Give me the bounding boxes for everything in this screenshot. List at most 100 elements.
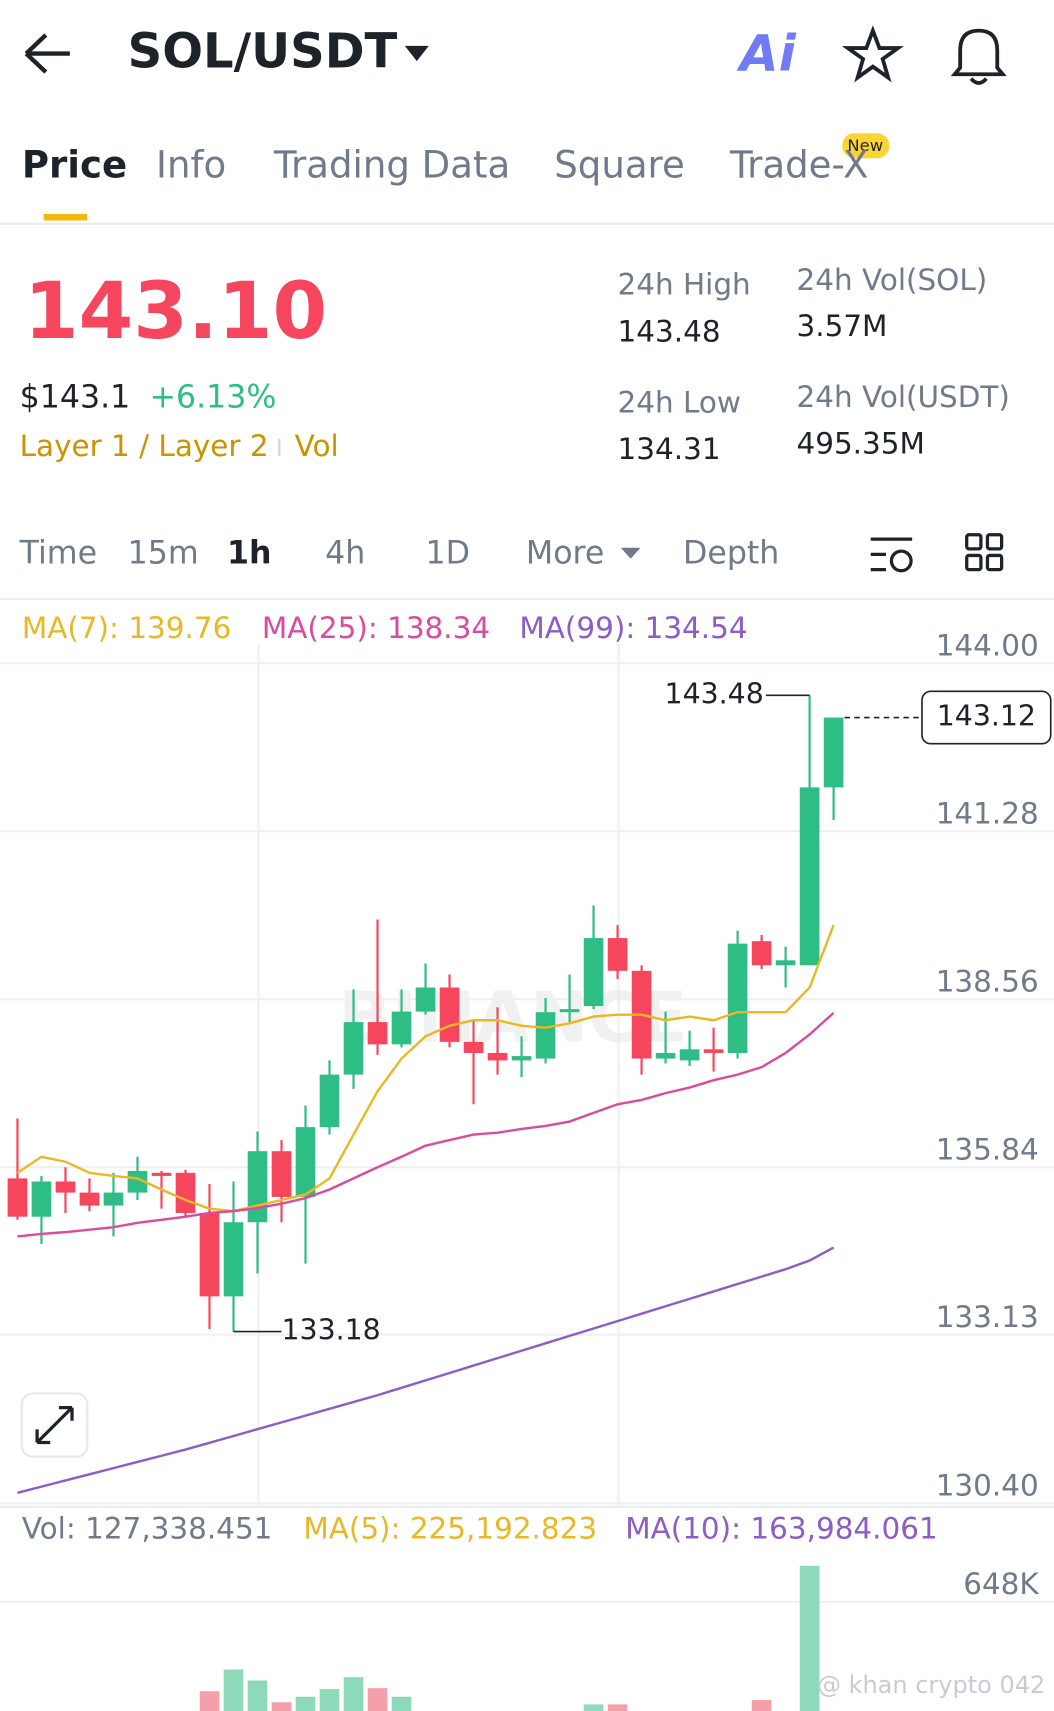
stat-label: 24h Vol(SOL): [797, 263, 988, 297]
legend-entry: MA(7): 139.76: [22, 611, 232, 645]
candle-body: [823, 717, 844, 788]
candle-body: [295, 1127, 316, 1197]
volume-bar: [199, 1691, 220, 1711]
last-price-box: [921, 690, 1052, 745]
volume-legend: Vol: 127,338.451: [22, 1511, 273, 1545]
candle-body: [367, 1022, 388, 1045]
tag[interactable]: Layer 1 / Layer 2: [20, 429, 269, 463]
new-badge-bg: [842, 133, 890, 159]
candle-body: [439, 987, 460, 1042]
active-tab-indicator: [43, 213, 88, 221]
candlestick-chart: BINANCE 144.00141.28138.56135.84133.1313…: [0, 611, 1054, 1506]
header: SOL/USDT Ai: [24, 23, 1007, 85]
volume-legend: MA(10): 163,984.061: [625, 1511, 938, 1545]
tab[interactable]: Trading Data: [273, 144, 510, 187]
candle-body: [271, 1151, 292, 1197]
last-price-label: 143.12: [937, 700, 1036, 733]
ma-line: [16, 924, 835, 1213]
new-badge: New: [847, 136, 883, 155]
pair-dropdown[interactable]: [404, 45, 429, 62]
interval[interactable]: 1h: [227, 535, 272, 571]
volume-bar: [295, 1696, 316, 1711]
stat-value: 3.57M: [797, 309, 888, 343]
interval[interactable]: Depth: [683, 535, 779, 571]
candle-body: [751, 941, 772, 966]
more-dropdown[interactable]: [620, 547, 641, 559]
tag[interactable]: Vol: [295, 429, 339, 463]
candle-body: [583, 938, 604, 1007]
y-tick-label: 141.28: [936, 796, 1039, 830]
volume-bar: [367, 1688, 388, 1711]
indicator-settings[interactable]: [870, 537, 913, 573]
favorite-button[interactable]: [841, 25, 904, 83]
y-tick-label: 133.13: [936, 1300, 1039, 1334]
candle-body: [247, 1151, 268, 1223]
expand-button[interactable]: [20, 1392, 89, 1458]
candle-body: [775, 960, 796, 966]
candle-body: [7, 1178, 28, 1217]
candle-body: [127, 1170, 148, 1193]
pair-title[interactable]: SOL/USDT: [128, 24, 398, 80]
candle-body: [487, 1052, 508, 1061]
tab[interactable]: Info: [156, 144, 226, 187]
interval[interactable]: Time: [19, 535, 97, 571]
usd-price: $143.1: [20, 379, 131, 415]
stat-label: 24h Low: [618, 385, 741, 419]
candle-body: [175, 1172, 196, 1213]
alert-button[interactable]: [950, 28, 1007, 85]
volume-bar: [751, 1700, 772, 1711]
layout-button[interactable]: [965, 533, 1004, 572]
candle-body: [319, 1074, 340, 1128]
tab[interactable]: Square: [554, 144, 685, 187]
volume-bar: [607, 1704, 628, 1711]
legend-entry: MA(99): 134.54: [519, 611, 747, 645]
y-tick-label: 648K: [963, 1567, 1039, 1601]
candle-body: [391, 1011, 412, 1045]
volume-bar: [223, 1669, 244, 1711]
volume-bar: [343, 1677, 364, 1711]
candle-body: [415, 987, 436, 1012]
candle-body: [151, 1172, 172, 1176]
volume-bar: [391, 1696, 412, 1711]
interval[interactable]: More: [526, 535, 604, 571]
candle-body: [727, 943, 748, 1053]
ma-line: [17, 1011, 835, 1238]
volume-pane: 648K Vol: 127,338.451 MA(5): 225,192.823 MA…: [0, 1505, 1054, 1711]
candle-body: [703, 1049, 724, 1053]
stat-value: 495.35M: [797, 427, 925, 461]
stat-label: 24h Vol(USDT): [797, 380, 1010, 414]
candle-body: [343, 1022, 364, 1075]
candle-body: [223, 1222, 244, 1297]
y-tick-label: 130.40: [936, 1468, 1039, 1502]
stat-label: 24h High: [618, 267, 751, 301]
stat-value: 134.31: [618, 432, 721, 466]
y-tick-label: 135.84: [936, 1132, 1039, 1166]
candle-body: [79, 1192, 100, 1206]
tab-bar: New Price Info Trading Data Square Trade-X: [0, 133, 1054, 225]
stat-value: 143.48: [618, 314, 721, 348]
candle-body: [55, 1181, 76, 1193]
candle-body: [607, 938, 628, 971]
tab[interactable]: Price: [22, 144, 127, 187]
volume-bar: [319, 1689, 340, 1711]
candle-body: [199, 1212, 220, 1297]
candle-body: [31, 1181, 52, 1217]
tab[interactable]: Trade-X: [729, 144, 868, 187]
credit: @ khan crypto 042: [817, 1671, 1045, 1699]
candle-body: [103, 1192, 124, 1206]
ai-button[interactable]: Ai: [736, 23, 797, 82]
volume-legend: MA(5): 225,192.823: [303, 1511, 597, 1545]
interval[interactable]: 4h: [325, 535, 365, 571]
interval[interactable]: 15m: [128, 535, 199, 571]
y-tick-label: 144.00: [936, 628, 1039, 662]
volume-bar: [271, 1702, 292, 1711]
interval[interactable]: 1D: [426, 535, 470, 571]
candle-body: [559, 1009, 580, 1013]
candle-body: [799, 787, 820, 966]
candle-body: [655, 1052, 676, 1059]
legend-entry: MA(25): 138.34: [262, 611, 490, 645]
candle-body: [535, 1012, 556, 1059]
volume-bar: [583, 1704, 604, 1711]
back-button[interactable]: [24, 33, 70, 74]
